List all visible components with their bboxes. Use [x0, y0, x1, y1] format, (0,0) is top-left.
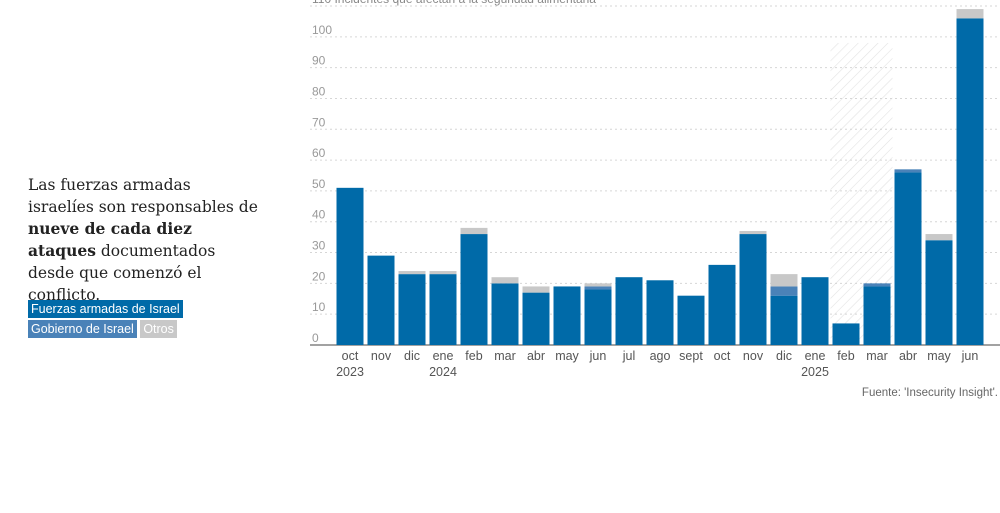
- x-tick-label: dic: [404, 349, 420, 363]
- x-tick-label: abr: [527, 349, 545, 363]
- x-tick-label: dic: [776, 349, 792, 363]
- bar-segment: [646, 280, 674, 345]
- bar-segment: [615, 277, 643, 345]
- intro-text-c: documentados desde que comenzó el confli…: [28, 242, 216, 304]
- bar-segment: [739, 230, 767, 235]
- bar-segment: [677, 295, 705, 345]
- bar-segment: [801, 277, 829, 345]
- bar-segment: [491, 283, 519, 345]
- bar-segment: [460, 234, 488, 345]
- intro-highlight: nueve de cada diez ataques: [28, 219, 192, 260]
- x-year-label: 2025: [801, 365, 829, 379]
- x-tick-label: may: [927, 349, 951, 363]
- bar-segment: [584, 289, 612, 345]
- x-tick-label: oct: [342, 349, 359, 363]
- y-tick-label: 80: [312, 84, 326, 98]
- intro-text-a: Las fuerzas armadas israelíes son respon…: [28, 176, 258, 216]
- bar-segment: [863, 283, 891, 287]
- bar-segment: [739, 234, 767, 345]
- x-tick-label: feb: [837, 349, 854, 363]
- x-tick-label: ene: [433, 349, 454, 363]
- legend-otros: Otros: [140, 320, 177, 338]
- bar-segment: [708, 264, 736, 345]
- x-tick-label: mar: [494, 349, 516, 363]
- y-tick-label: 30: [312, 239, 326, 253]
- y-tick-label: 50: [312, 177, 326, 191]
- x-tick-label: ago: [650, 349, 671, 363]
- bar-segment: [956, 9, 984, 19]
- x-tick-label: sept: [679, 349, 703, 363]
- x-tick-label: abr: [899, 349, 917, 363]
- x-tick-label: jul: [622, 349, 636, 363]
- x-tick-label: nov: [371, 349, 392, 363]
- x-tick-label: oct: [714, 349, 731, 363]
- y-tick-label: 0: [312, 331, 319, 345]
- bar-segment: [770, 274, 798, 287]
- bar-segment: [429, 274, 457, 345]
- source-note: Fuente: 'Insecurity Insight'.: [861, 387, 998, 399]
- bar-segment: [336, 187, 364, 345]
- bar-segment: [398, 271, 426, 275]
- bar-segment: [894, 169, 922, 173]
- y-tick-label: 40: [312, 208, 326, 222]
- x-tick-label: jun: [961, 349, 979, 363]
- x-year-label: 2024: [429, 365, 457, 379]
- y-tick-label: 60: [312, 146, 326, 160]
- bar-chart: 0 10 20 30 40 50 60 70 80 90 100 110 Incidentes que…: [310, 0, 1000, 379]
- y-tick-label: 100: [312, 23, 332, 37]
- bar-segment: [770, 295, 798, 345]
- x-tick-label: may: [555, 349, 579, 363]
- y-tick-label: 10: [312, 300, 326, 314]
- y-tick-label: 20: [312, 269, 326, 283]
- legend-gobierno: Gobierno de Israel: [28, 320, 137, 338]
- x-tick-label: jun: [589, 349, 607, 363]
- x-tick-label: feb: [465, 349, 482, 363]
- y-tick-label: 70: [312, 115, 326, 129]
- bar-segment: [925, 234, 953, 241]
- x-tick-label: ene: [805, 349, 826, 363]
- x-tick-label: nov: [743, 349, 764, 363]
- bar-segment: [553, 286, 581, 345]
- y-tick-label: 90: [312, 54, 326, 68]
- bar-segment: [491, 277, 519, 284]
- bar-segment: [522, 286, 550, 293]
- bar-segment: [770, 286, 798, 296]
- bar-segment: [863, 286, 891, 345]
- bar-segment: [584, 286, 612, 290]
- bar-segment: [832, 323, 860, 345]
- legend-israel: Fuerzas armadas de Israel: [28, 300, 183, 318]
- x-tick-label: mar: [866, 349, 888, 363]
- bar-segment: [460, 227, 488, 235]
- bar-segment: [584, 283, 612, 287]
- bar-segment: [925, 240, 953, 345]
- intro-text: Las fuerzas armadas israelíes son respon…: [28, 174, 258, 306]
- bar-segment: [894, 172, 922, 345]
- bar-segment: [429, 271, 457, 275]
- x-year-label: 2023: [336, 365, 364, 379]
- legend: Fuerzas armadas de Israel Gobierno de Is…: [28, 300, 278, 340]
- bar-segment: [522, 292, 550, 345]
- bar-segment: [398, 274, 426, 345]
- y-axis-label: 110 Incidentes que afectan a la segurida…: [312, 0, 596, 6]
- bar-segment: [956, 18, 984, 346]
- bar-segment: [367, 255, 395, 345]
